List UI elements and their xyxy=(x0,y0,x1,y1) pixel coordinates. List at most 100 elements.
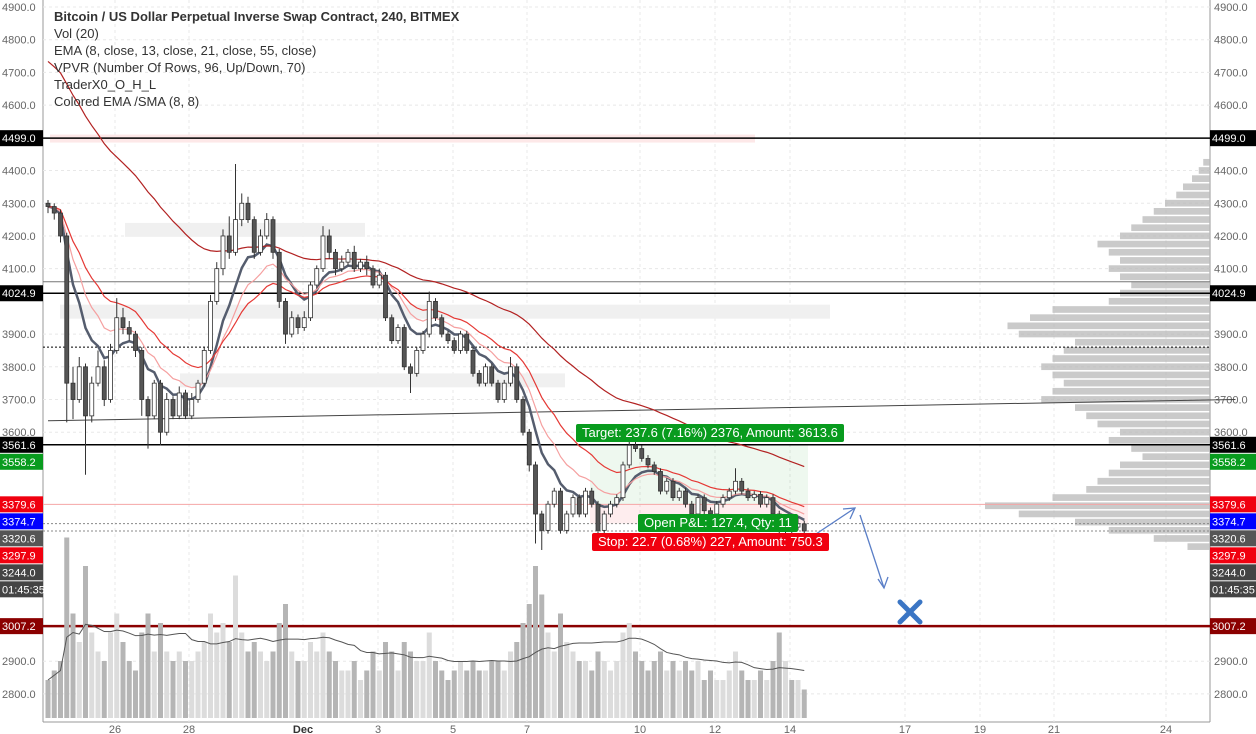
volume-bar xyxy=(776,632,782,718)
indicator-volume[interactable]: Vol (20) xyxy=(54,26,99,41)
price-label-left xyxy=(0,285,43,302)
candle-body xyxy=(164,399,170,433)
candle-body xyxy=(564,513,570,531)
volume-bar xyxy=(676,670,682,718)
candle-body xyxy=(726,490,732,499)
volume-bar xyxy=(276,623,282,718)
y-tick-label-left: 4800.0 xyxy=(2,35,36,47)
volume-profile-row xyxy=(1153,535,1210,542)
volume-bar xyxy=(751,680,757,718)
volume-bar xyxy=(120,642,126,718)
price-label-right-text: 3007.2 xyxy=(1212,621,1246,633)
candle-body xyxy=(289,317,295,335)
volume-profile-row xyxy=(1063,379,1210,387)
indicator-traderx0[interactable]: TraderX0_O_H_L xyxy=(54,77,157,92)
price-label-left-text: 01:45:35 xyxy=(2,584,45,596)
candle-body xyxy=(64,235,70,384)
y-tick-label-right: 4200.0 xyxy=(1214,231,1248,243)
volume-bar xyxy=(251,642,257,718)
y-tick-label-left: 2800.0 xyxy=(2,689,36,701)
x-tick-label: 12 xyxy=(709,724,721,734)
indicator-ema[interactable]: EMA (8, close, 13, close, 21, close, 55,… xyxy=(54,43,317,58)
price-label-right xyxy=(1210,496,1256,513)
volume-bar xyxy=(758,670,763,718)
candle-body xyxy=(551,490,557,505)
candle-body xyxy=(226,235,232,253)
price-label-left xyxy=(0,453,43,470)
indicator-colored-ema[interactable]: Colored EMA /SMA (8, 8) xyxy=(54,94,200,109)
volume-bar xyxy=(270,651,276,718)
price-label-left xyxy=(0,547,43,564)
candle-body xyxy=(476,372,482,384)
volume-bar xyxy=(520,623,526,718)
candle-body xyxy=(689,503,695,515)
candle-body xyxy=(614,497,620,505)
arrow-drawing-down xyxy=(859,514,885,589)
candle-body xyxy=(308,284,313,319)
volume-profile-row xyxy=(1108,248,1210,256)
y-tick-label-left: 4100.0 xyxy=(2,264,36,276)
volume-bar xyxy=(214,632,220,718)
candle-body xyxy=(608,503,613,515)
candle-body xyxy=(89,382,95,417)
y-tick-label-right: 2900.0 xyxy=(1214,656,1248,668)
candle-body xyxy=(283,300,288,335)
candle-body xyxy=(183,392,188,417)
volume-bar xyxy=(495,661,501,718)
volume-profile-row xyxy=(1120,232,1210,240)
price-label-right xyxy=(1210,513,1256,530)
candle-body xyxy=(158,382,163,433)
candle-body xyxy=(745,490,751,499)
indicator-vpvr[interactable]: VPVR (Number Of Rows, 96, Up/Down, 70) xyxy=(54,60,306,75)
candle-body xyxy=(533,464,538,515)
volume-bar xyxy=(720,680,726,718)
volume-profile-row xyxy=(1120,428,1210,436)
volume-profile-row xyxy=(1086,412,1210,420)
volume-bar xyxy=(258,651,263,718)
price-label-right xyxy=(1210,130,1256,147)
volume-bar xyxy=(733,651,738,718)
candle-body xyxy=(758,493,763,505)
candle-body xyxy=(101,366,107,400)
stop-label[interactable]: Stop: 22.7 (0.68%) 227, Amount: 750.3 xyxy=(592,533,829,551)
y-tick-label-right: 2800.0 xyxy=(1214,689,1248,701)
volume-bar xyxy=(714,680,720,718)
candle-body xyxy=(95,366,101,384)
y-tick-label-left: 3900.0 xyxy=(2,329,36,341)
candle-body xyxy=(395,327,401,342)
volume-profile-row xyxy=(1142,216,1210,223)
y-tick-label-left: 4200.0 xyxy=(2,231,36,243)
candle-body xyxy=(220,235,226,270)
price-label-right-text: 3244.0 xyxy=(1212,567,1246,579)
price-label-right-text: 3379.6 xyxy=(1212,499,1246,511)
candle-body xyxy=(420,333,426,351)
volume-bar xyxy=(170,661,176,718)
volume-bar xyxy=(689,670,695,718)
y-tick-label-right: 3700.0 xyxy=(1214,395,1248,407)
volume-bar xyxy=(614,661,620,718)
volume-profile-row xyxy=(1203,158,1210,166)
price-label-left xyxy=(0,130,43,147)
left-price-axis xyxy=(0,0,43,734)
price-label-right-text: 4024.9 xyxy=(1212,288,1246,300)
open-pnl-label[interactable]: Open P&L: 127.4, Qty: 11 xyxy=(638,514,798,532)
volume-bar xyxy=(633,651,638,718)
price-label-left-text: 3558.2 xyxy=(2,457,36,469)
price-label-right-text: 4499.0 xyxy=(1212,133,1246,145)
candle-body xyxy=(583,490,588,515)
target-label[interactable]: Target: 237.6 (7.16%) 2376, Amount: 3613… xyxy=(576,424,844,442)
y-tick-label-right: 3900.0 xyxy=(1214,329,1248,341)
volume-profile-row xyxy=(1075,518,1210,526)
volume-profile-row xyxy=(1018,330,1210,338)
candle-body xyxy=(645,457,651,466)
candle-body xyxy=(676,490,682,499)
volume-bar xyxy=(333,661,338,718)
price-label-left xyxy=(0,436,43,453)
y-tick-label-right: 4300.0 xyxy=(1214,198,1248,210)
candle-body xyxy=(733,480,738,492)
volume-profile-row xyxy=(1052,306,1210,313)
x-tick-label: 26 xyxy=(109,724,121,734)
volume-bar xyxy=(295,661,301,718)
candle-body xyxy=(364,261,370,270)
